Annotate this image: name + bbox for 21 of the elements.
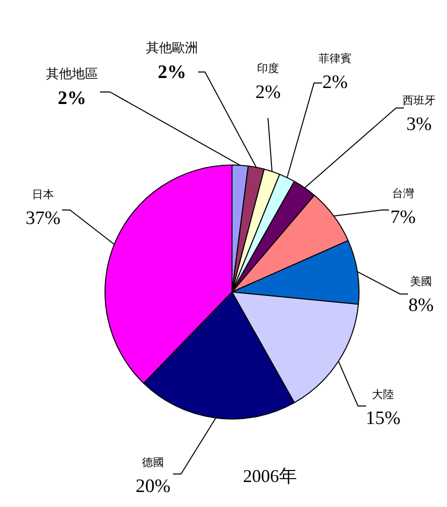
slice-label: 日本 [32,188,54,201]
slice-label: 台灣 [392,187,414,200]
data-label: 20% [136,476,171,497]
data-label: 15% [366,408,401,429]
data-label: 3% [406,114,432,135]
data-label: 37% [26,208,61,229]
data-label: 2% [58,88,86,109]
data-label: 2% [158,62,186,83]
slice-label: 德國 [142,456,164,469]
slice-label: 其他歐洲 [146,41,198,56]
slice-label: 大陸 [372,388,394,401]
slice-label: 菲律賓 [318,52,352,65]
data-label: 2% [255,82,281,103]
slice-label: 西班牙 [402,94,436,107]
data-label: 7% [390,207,416,228]
slice-label: 美國 [410,275,432,288]
text: 2006年 [243,466,297,486]
data-label: 2% [322,72,348,93]
slice-label: 印度 [257,62,279,75]
data-label: 8% [408,295,434,316]
slice-label: 其他地區 [46,67,98,82]
